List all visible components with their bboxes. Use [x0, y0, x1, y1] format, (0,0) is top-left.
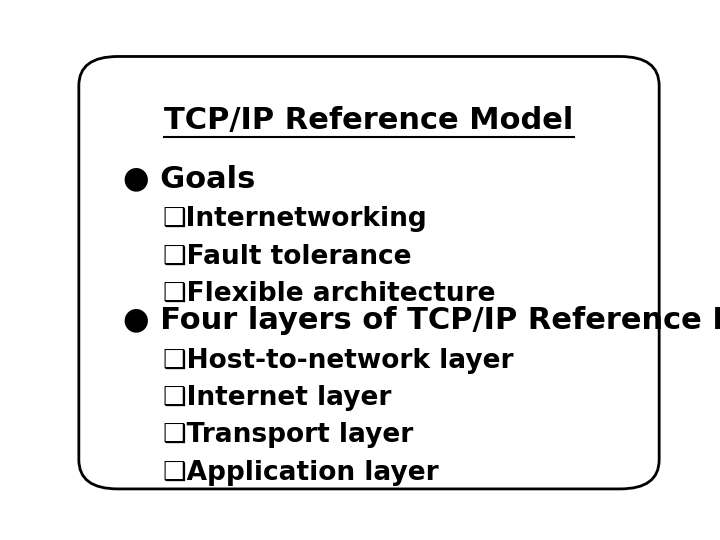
Text: ❑Transport layer: ❑Transport layer	[163, 422, 413, 448]
Text: ❑Flexible architecture: ❑Flexible architecture	[163, 281, 495, 307]
Text: ❑Host-to-network layer: ❑Host-to-network layer	[163, 348, 513, 374]
Text: ❑Application layer: ❑Application layer	[163, 460, 438, 486]
Text: ● Four layers of TCP/IP Reference Model: ● Four layers of TCP/IP Reference Model	[124, 306, 720, 335]
Text: TCP/IP Reference Model: TCP/IP Reference Model	[164, 106, 574, 136]
Text: ● Goals: ● Goals	[124, 165, 256, 194]
FancyBboxPatch shape	[79, 57, 660, 489]
Text: ❑Fault tolerance: ❑Fault tolerance	[163, 244, 411, 269]
Text: ❑Internetworking: ❑Internetworking	[163, 206, 427, 232]
Text: ❑Internet layer: ❑Internet layer	[163, 385, 391, 411]
